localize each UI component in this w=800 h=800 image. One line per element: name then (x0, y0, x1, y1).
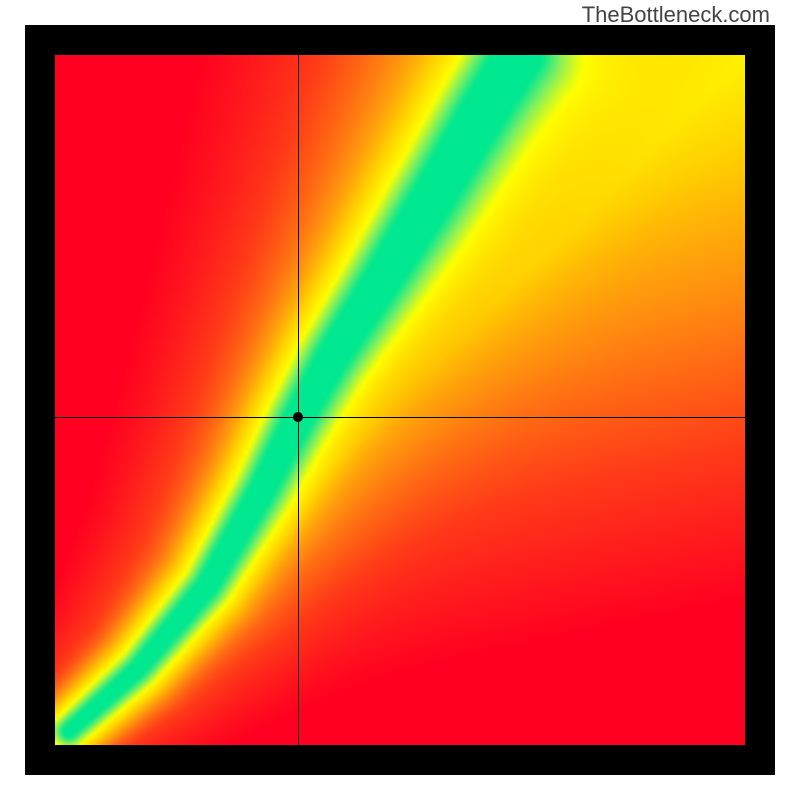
heatmap-plot (55, 55, 745, 745)
crosshair-vertical-line (298, 55, 299, 745)
crosshair-horizontal-line (55, 417, 745, 418)
page-root: TheBottleneck.com (0, 0, 800, 800)
heatmap-canvas (55, 55, 745, 745)
crosshair-marker-dot (293, 412, 303, 422)
